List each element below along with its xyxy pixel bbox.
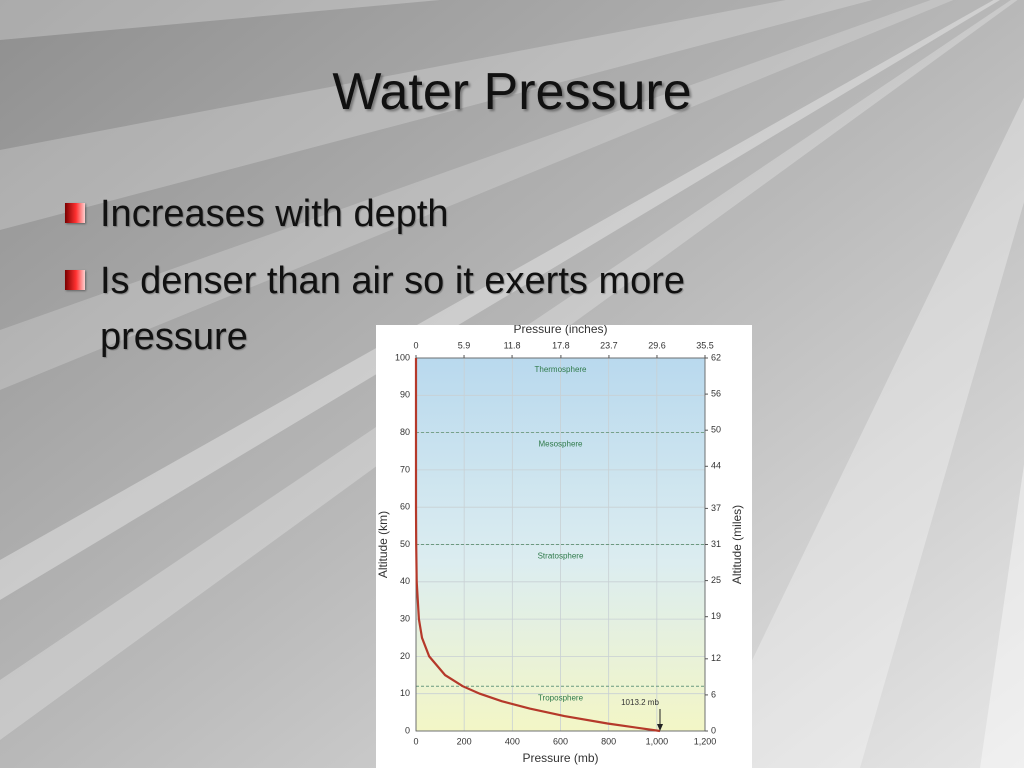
x-tick-label: 1,200: [694, 736, 717, 746]
x-tick-label: 400: [505, 736, 520, 746]
y-tick-label: 20: [400, 651, 410, 661]
y2-tick-label: 62: [711, 352, 721, 362]
y-tick-label: 40: [400, 576, 410, 586]
y2-tick-label: 0: [711, 725, 716, 735]
layer-label: Stratosphere: [538, 552, 584, 561]
y2-tick-label: 56: [711, 388, 721, 398]
x2-tick-label: 11.8: [504, 340, 521, 350]
bullet-marker: [65, 270, 85, 290]
y-tick-label: 100: [395, 352, 410, 362]
y-tick-label: 90: [400, 390, 410, 400]
x2-tick-label: 0: [413, 340, 418, 350]
y-tick-label: 80: [400, 427, 410, 437]
x2-tick-label: 5.9: [458, 340, 471, 350]
bullet-text: Is denser than air so it exerts more pre…: [100, 260, 686, 358]
x-tick-label: 600: [553, 736, 568, 746]
y-tick-label: 30: [400, 613, 410, 623]
y2-tick-label: 50: [711, 425, 721, 435]
x-tick-label: 1,000: [646, 736, 669, 746]
x2-axis-label: Pressure (inches): [513, 325, 607, 336]
x-tick-label: 200: [457, 736, 472, 746]
data-line: [414, 358, 661, 733]
y2-axis-label: Altitude (miles): [730, 505, 744, 584]
x-tick-label: 0: [413, 736, 418, 746]
y2-tick-label: 31: [711, 539, 721, 549]
layer-label: Thermosphere: [534, 365, 587, 374]
y2-tick-label: 12: [711, 653, 721, 663]
chart: 0 200 400 600 800 1,000 1,20001020304050607080…: [376, 325, 752, 768]
y-tick-label: 10: [400, 688, 410, 698]
y-tick-label: 50: [400, 539, 410, 549]
annotation-arrowhead: [657, 724, 664, 731]
y2-tick-label: 6: [711, 689, 716, 699]
layer-label: Troposphere: [538, 693, 584, 702]
slide-title: Water Pressure: [332, 63, 692, 121]
y2-tick-label: 37: [711, 503, 721, 513]
y2-tick-label: 19: [711, 611, 721, 621]
x2-tick-label: 29.6: [648, 340, 666, 350]
y-tick-label: 60: [400, 502, 410, 512]
x2-tick-label: 17.8: [552, 340, 570, 350]
bullet-marker: [65, 203, 85, 223]
bullet-text: Increases with depth: [100, 193, 449, 235]
layer-label: Mesosphere: [538, 440, 583, 449]
x-axis-label: Pressure (mb): [522, 751, 598, 765]
y-tick-label: 70: [400, 464, 410, 474]
y-axis-label: Altitude (km): [376, 511, 390, 578]
y2-tick-label: 25: [711, 575, 721, 585]
x2-tick-label: 23.7: [600, 340, 618, 350]
y-tick-label: 0: [405, 725, 410, 735]
annotation: 1013.2 mb: [621, 698, 659, 707]
y2-tick-label: 44: [711, 461, 721, 471]
x2-tick-label: 35.5: [696, 340, 714, 350]
x-tick-label: 800: [601, 736, 616, 746]
